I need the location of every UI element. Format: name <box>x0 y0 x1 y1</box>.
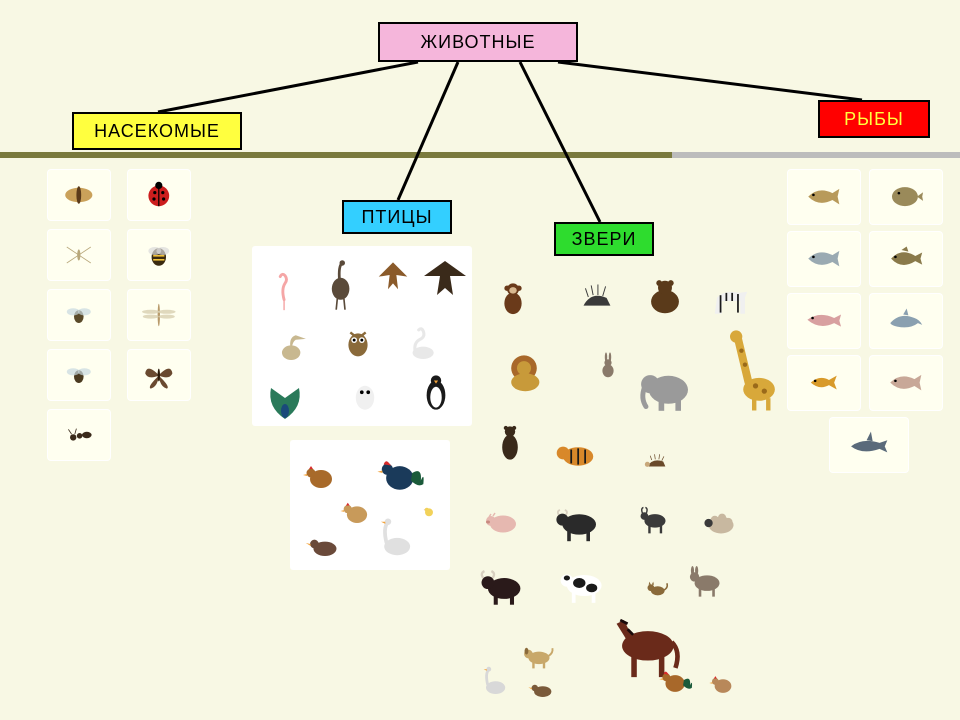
root-node-animals: ЖИВОТНЫЕ <box>378 22 578 62</box>
fish-tile-4 <box>788 294 860 348</box>
fish-tile-6 <box>788 356 860 410</box>
birds-domestic-panel <box>290 440 450 570</box>
beasts-farm-panel-item-4 <box>474 556 532 614</box>
category-label-insects: НАСЕКОМЫЕ <box>94 121 220 142</box>
birds-wild-panel-item-8 <box>342 372 388 418</box>
beasts-farm-panel-item-0 <box>478 496 528 546</box>
insect-tile-4 <box>48 290 110 340</box>
fish-tile-7 <box>870 356 942 410</box>
category-fish: РЫБЫ <box>818 100 930 138</box>
root-label: ЖИВОТНЫЕ <box>421 32 536 53</box>
beasts-wild-panel-item-6 <box>632 352 702 422</box>
fish-tile-1 <box>870 170 942 224</box>
beasts-farm-panel-item-2 <box>630 494 678 542</box>
beasts-wild-panel-item-3 <box>702 272 760 330</box>
category-label-birds: ПТИЦЫ <box>361 207 432 228</box>
category-beasts: ЗВЕРИ <box>554 222 654 256</box>
beasts-wild-panel-item-2 <box>636 268 694 326</box>
insect-tile-0 <box>48 170 110 220</box>
beasts-wild-panel-item-4 <box>492 340 556 404</box>
beasts-farm-panel <box>470 490 780 700</box>
category-insects: НАСЕКОМЫЕ <box>72 112 242 150</box>
birds-wild-panel-item-2 <box>372 254 414 296</box>
insect-tile-6 <box>48 350 110 400</box>
fish-tile-5 <box>870 294 942 348</box>
birds-domestic-panel-item-5 <box>418 500 440 522</box>
insect-tile-5 <box>128 290 190 340</box>
birds-wild-panel <box>252 246 472 426</box>
birds-wild-panel-item-7 <box>260 376 310 426</box>
beasts-wild-panel-item-9 <box>548 424 606 482</box>
category-birds: ПТИЦЫ <box>342 200 452 234</box>
birds-wild-panel-item-5 <box>334 318 382 366</box>
insect-tile-8 <box>48 410 110 460</box>
diagram-stage: ЖИВОТНЫЕ НАСЕКОМЫЕ ПТИЦЫ ЗВЕРИ РЫБЫ <box>0 0 960 720</box>
beasts-farm-panel-item-12 <box>654 658 698 702</box>
beasts-farm-panel-item-11 <box>524 670 560 706</box>
insect-tile-2 <box>48 230 110 280</box>
beasts-farm-panel-item-1 <box>548 492 608 552</box>
beasts-farm-panel-item-3 <box>694 496 746 548</box>
birds-wild-panel-item-3 <box>420 252 470 302</box>
birds-wild-panel-item-9 <box>410 366 462 418</box>
category-label-fish: РЫБЫ <box>844 109 904 130</box>
fish-tile-0 <box>788 170 860 224</box>
birds-wild-panel-item-0 <box>262 266 310 314</box>
beasts-farm-panel-item-10 <box>474 662 514 702</box>
fish-tile-2 <box>788 232 860 286</box>
birds-wild-panel-item-6 <box>402 322 446 366</box>
fish-tile-8 <box>830 418 908 472</box>
beasts-wild-panel-item-7 <box>708 326 796 414</box>
insect-tile-7 <box>128 350 190 400</box>
insect-tile-1 <box>128 170 190 220</box>
birds-wild-panel-item-4 <box>270 326 316 372</box>
category-label-beasts: ЗВЕРИ <box>572 229 637 250</box>
beasts-wild-panel-item-8 <box>484 416 536 468</box>
beasts-wild-panel <box>478 266 768 476</box>
beasts-wild-panel-item-5 <box>588 346 628 386</box>
birds-domestic-panel-item-3 <box>300 520 348 568</box>
beasts-wild-panel-item-0 <box>486 272 540 326</box>
beasts-wild-panel-item-1 <box>572 272 620 320</box>
beasts-wild-panel-item-10 <box>638 442 674 478</box>
birds-wild-panel-item-1 <box>312 258 367 313</box>
birds-domestic-panel-item-4 <box>368 512 422 566</box>
insect-tile-3 <box>128 230 190 280</box>
fish-tile-3 <box>870 232 942 286</box>
beasts-farm-panel-item-13 <box>704 664 742 702</box>
